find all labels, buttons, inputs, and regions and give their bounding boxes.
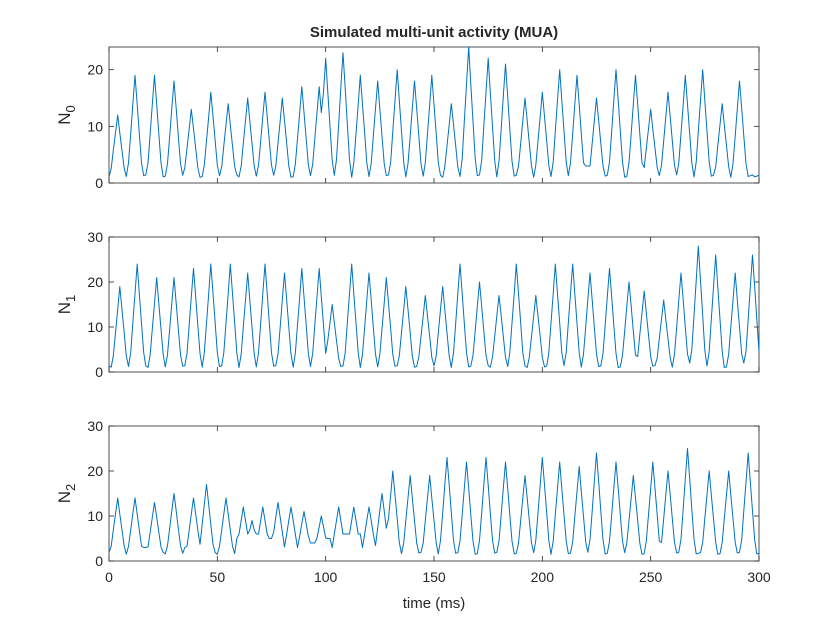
series-line [108,448,760,555]
x-tick-label: 100 [314,569,338,585]
panel-2: 0 50 100 150 200 250 300 0 10 20 30 N2 [55,418,771,585]
x-tick-label: 50 [210,569,226,585]
y-tick-label: 0 [95,553,103,569]
y-tick-label: 30 [87,229,103,245]
y-axis-label-sub: 1 [63,295,78,302]
x-tick-label: 150 [422,569,446,585]
y-axis-label-main: N [55,302,74,314]
panel-1: 0 10 20 30 N1 [55,229,760,380]
y-tick-label: 20 [87,62,103,78]
y-tick-label: 10 [87,118,103,134]
x-axis-label: time (ms) [403,595,466,612]
y-tick-label: 0 [95,364,103,380]
y-axis-label-sub: 2 [63,484,78,491]
y-axis-label: N0 [55,105,78,125]
y-tick-label: 20 [87,463,103,479]
y-axis-label-sub: 0 [63,105,78,112]
y-tick-label: 0 [95,175,103,191]
y-tick-label: 30 [87,418,103,434]
chart-title: Simulated multi-unit activity (MUA) [310,24,558,41]
y-axis-label-main: N [55,491,74,503]
series-line [108,46,760,178]
y-axis-label: N2 [55,484,78,504]
y-axis-label: N1 [55,295,78,315]
axes-box [108,236,760,373]
x-tick-label: 0 [105,569,113,585]
y-axis-label-main: N [55,112,74,124]
y-tick-label: 10 [87,319,103,335]
series-line [108,245,760,368]
x-tick-label: 250 [639,569,663,585]
y-tick-label: 10 [87,508,103,524]
x-tick-label: 300 [747,569,771,585]
y-tick-label: 20 [87,274,103,290]
x-tick-label: 200 [531,569,555,585]
